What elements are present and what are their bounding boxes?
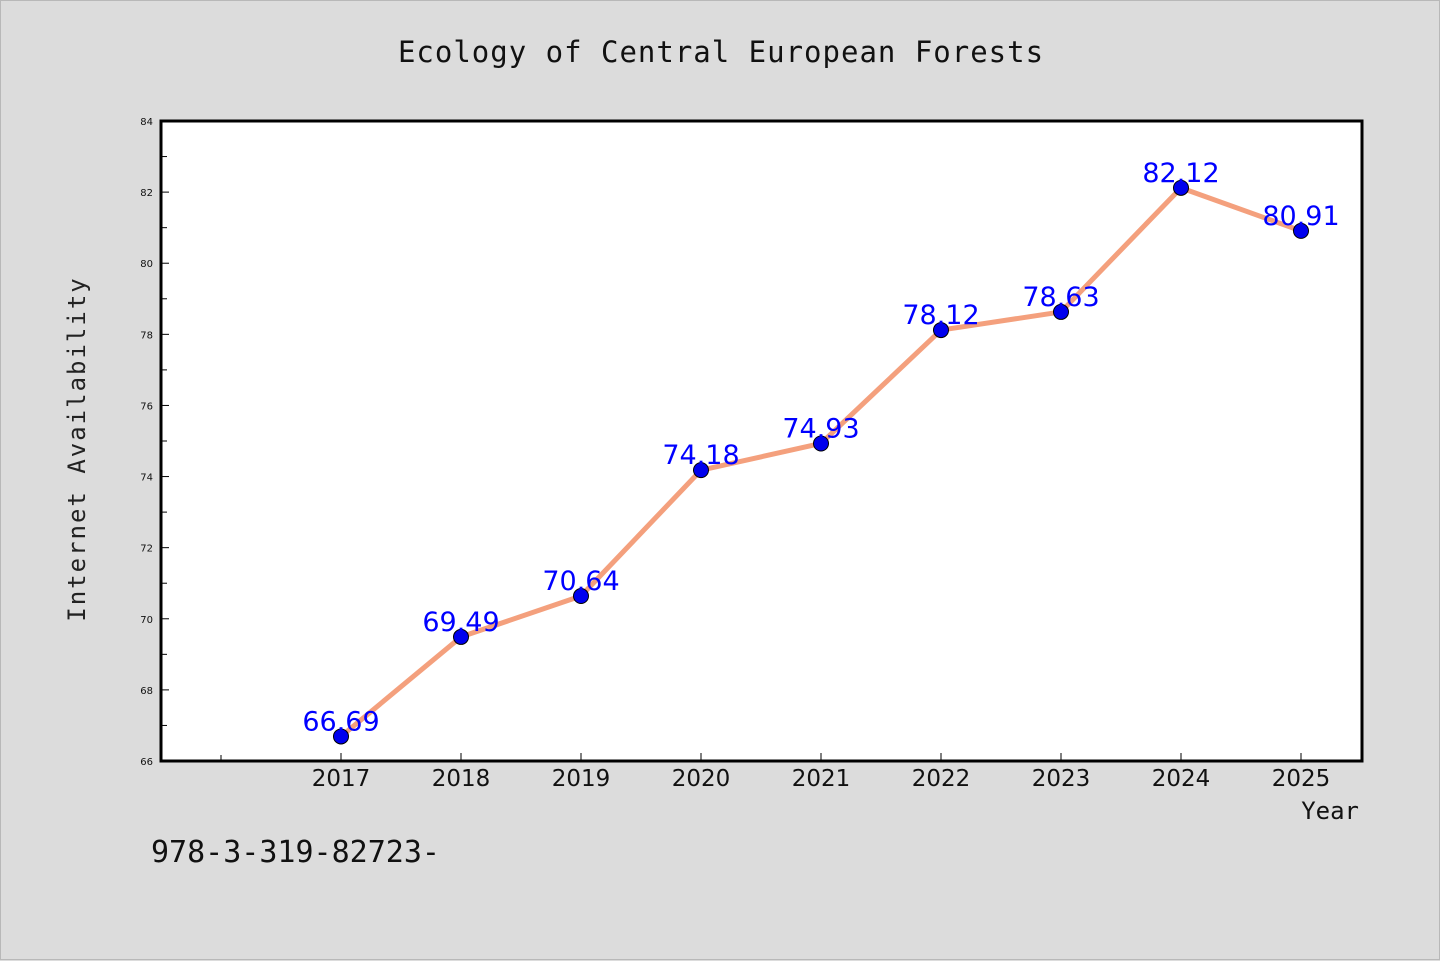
chart-title: Ecology of Central European Forests — [397, 35, 1045, 69]
y-tick-label: 82 — [140, 188, 153, 199]
y-tick-label: 74 — [140, 473, 153, 484]
y-tick-label: 78 — [140, 330, 153, 341]
y-tick-label: 80 — [140, 259, 153, 270]
data-point — [693, 462, 709, 479]
data-point — [453, 628, 469, 645]
x-axis-label: Year — [1301, 797, 1359, 825]
x-axis: 2017 2018 2019 2020 2021 2022 2023 2024 2025 — [220, 753, 1331, 792]
plot-area — [159, 119, 1364, 763]
x-tick-label: 2018 — [432, 766, 491, 792]
series-group: 66.69 69.49 70.64 74.18 74.93 78.12 78.63 82.12… — [302, 158, 1340, 745]
data-label: 74.18 — [662, 440, 739, 471]
x-tick-label: 2022 — [912, 766, 971, 792]
x-tick-label: 2024 — [1152, 766, 1211, 792]
data-label: 74.93 — [782, 413, 859, 444]
data-label: 80.91 — [1262, 201, 1339, 232]
y-tick-label: 66 — [140, 757, 153, 768]
y-tick-label: 76 — [140, 401, 153, 412]
isbn-footnote: 978-3-319-82723- — [151, 835, 440, 870]
x-tick-label: 2021 — [792, 766, 851, 792]
data-label: 82.12 — [1142, 158, 1219, 189]
data-point — [1053, 303, 1069, 320]
x-tick-label: 2019 — [552, 766, 611, 792]
x-tick-label: 2020 — [672, 766, 731, 792]
data-point — [933, 322, 949, 339]
data-point — [573, 588, 589, 605]
y-tick-label: 84 — [140, 117, 153, 128]
data-label: 70.64 — [542, 566, 619, 597]
x-tick-label: 2025 — [1272, 766, 1331, 792]
data-label: 78.63 — [1022, 282, 1099, 313]
y-axis: 66 68 70 72 74 76 78 80 82 84 — [140, 117, 169, 768]
data-point — [333, 728, 349, 745]
data-label: 69.49 — [422, 607, 499, 638]
data-label: 66.69 — [302, 706, 379, 737]
x-tick-label: 2023 — [1032, 766, 1091, 792]
y-tick-label: 70 — [140, 615, 153, 626]
y-tick-label: 68 — [140, 686, 153, 697]
data-point — [813, 435, 829, 452]
data-point — [1173, 179, 1189, 196]
y-tick-label: 72 — [140, 544, 153, 555]
data-point — [1293, 222, 1309, 239]
x-tick-label: 2017 — [312, 766, 371, 792]
data-label: 78.12 — [902, 300, 979, 331]
